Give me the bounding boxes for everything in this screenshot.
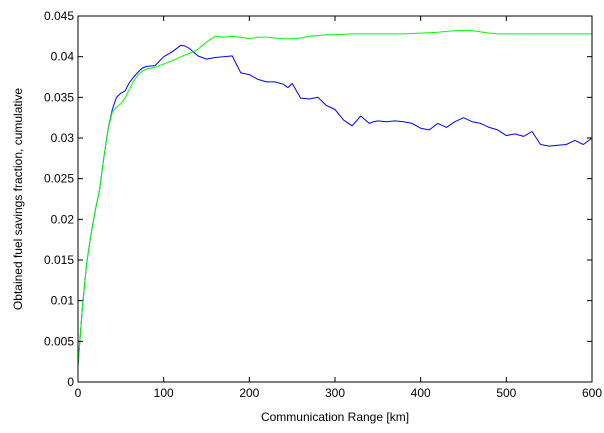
series-line-1 — [77, 44, 593, 366]
y-tick-label: 0.02 — [51, 212, 75, 226]
series-lines — [77, 30, 593, 366]
y-tick-label: 0.035 — [44, 90, 74, 104]
x-axis-label: Communication Range [km] — [261, 410, 409, 424]
y-tick-label: 0.045 — [44, 9, 74, 23]
series-line-2 — [77, 30, 592, 366]
axis-ticks: 0 100 200 300 400 500 600 0 0.005 0.01 0.015 0.02 0.… — [44, 9, 602, 400]
plot-background — [78, 16, 592, 382]
x-tick-label: 300 — [325, 386, 345, 400]
x-tick-label: 200 — [239, 386, 259, 400]
y-tick-label: 0.015 — [44, 253, 74, 267]
y-tick-label: 0.025 — [44, 172, 74, 186]
x-tick-label: 0 — [75, 386, 82, 400]
y-tick-label: 0 — [67, 375, 74, 389]
x-tick-label: 400 — [411, 386, 431, 400]
y-tick-label: 0.04 — [51, 50, 75, 64]
y-tick-label: 0.03 — [51, 131, 75, 145]
y-tick-label: 0.01 — [51, 294, 75, 308]
x-tick-label: 600 — [582, 386, 602, 400]
y-tick-label: 0.005 — [44, 334, 74, 348]
y-axis-label: Obtained fuel savings fraction, cumulati… — [11, 88, 25, 310]
x-tick-label: 100 — [154, 386, 174, 400]
x-tick-label: 500 — [496, 386, 516, 400]
